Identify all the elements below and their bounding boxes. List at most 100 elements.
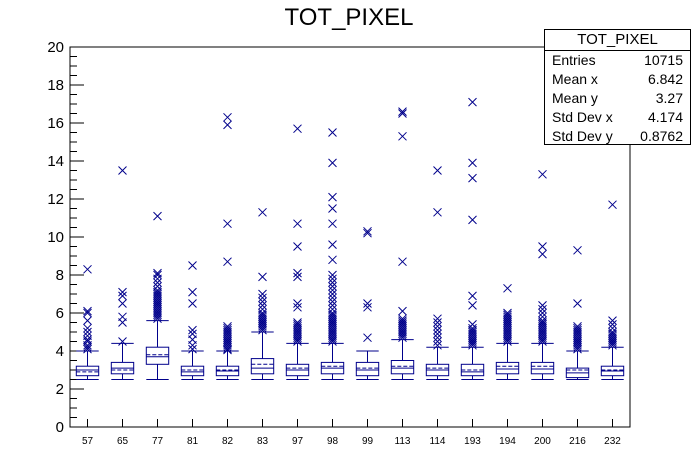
outlier-marker [608,320,617,329]
outlier-marker [153,282,162,291]
box-body [530,361,555,375]
outlier-marker [433,329,442,339]
outlier-marker [433,314,442,324]
stats-label: Std Dev y [552,128,613,144]
y-tick-label: 16 [47,115,64,132]
outlier-marker [608,200,617,210]
stats-value: 4.174 [647,109,683,125]
stats-label: Entries [552,52,596,68]
y-tick-label: 18 [47,77,64,94]
outlier-marker [433,207,442,217]
x-tick-label: 77 [152,436,164,447]
outlier-marker [118,166,127,175]
outlier-marker [328,274,337,284]
box-82 [215,112,240,380]
outlier-marker [433,318,442,327]
x-tick-label: 200 [534,436,551,447]
box-200 [530,169,555,380]
outlier-marker [153,289,162,299]
outlier-marker [433,325,442,335]
outlier-marker [328,255,337,265]
box-83 [250,207,275,380]
outlier-marker [223,257,232,267]
box-65 [110,166,135,380]
stats-row-stddev-x: Std Dev x 4.174 [545,108,690,127]
outlier-marker [188,325,197,335]
outlier-marker [293,219,302,229]
outlier-marker [328,301,337,310]
outlier-marker [293,321,302,331]
outlier-marker [258,293,267,303]
x-tick-label: 82 [222,436,234,447]
outlier-marker [118,312,127,322]
x-tick-label: 216 [569,436,586,447]
outlier-marker [468,301,477,310]
stats-row-stddev-y: Std Dev y 0.8762 [545,127,690,146]
stats-title: TOT_PIXEL [545,30,690,51]
outlier-marker [398,306,407,316]
y-tick-label: 2 [56,381,64,398]
x-tick-label: 57 [82,436,94,447]
outlier-marker [433,321,442,331]
x-tick-label: 65 [117,436,129,447]
outlier-marker [153,270,162,280]
outlier-marker [223,321,232,331]
outlier-marker [398,316,407,325]
chart-title: TOT_PIXEL [284,4,414,31]
x-tick-label: 232 [604,436,621,447]
outlier-marker [538,312,547,322]
box-body [180,365,205,377]
outlier-marker [258,308,267,318]
y-tick-label: 10 [47,229,64,246]
outlier-marker [188,261,197,270]
outlier-marker [83,264,92,274]
outlier-marker [538,320,547,329]
outlier-marker [223,219,232,229]
outlier-marker [363,302,372,312]
outlier-marker [328,204,337,213]
outlier-marker [538,301,547,310]
outlier-marker [118,337,127,346]
x-tick-label: 98 [327,436,339,447]
outlier-marker [258,304,267,314]
y-tick-label: 4 [56,343,64,360]
outlier-marker [573,299,582,308]
y-tick-label: 0 [56,419,64,436]
outlier-marker [293,299,302,308]
stats-row-entries: Entries 10715 [545,51,690,70]
box-77 [145,211,170,380]
outlier-marker [258,272,267,282]
outlier-marker [573,245,582,255]
x-tick-label: 114 [430,436,446,447]
y-tick-label: 12 [47,191,64,208]
outlier-marker [293,320,302,329]
x-tick-label: 81 [187,436,199,447]
outlier-marker [538,242,547,251]
outlier-marker [258,297,267,306]
outlier-marker [363,228,372,238]
outlier-marker [468,97,477,107]
outlier-marker [118,291,127,301]
box-98 [320,128,345,380]
outlier-marker [188,299,197,308]
outlier-marker [433,166,442,175]
outlier-marker [293,318,302,327]
outlier-marker [328,312,337,322]
outlier-marker [153,285,162,295]
y-tick-label: 20 [47,39,64,56]
outlier-marker [258,312,267,322]
box-97 [285,124,310,380]
outlier-marker [608,327,617,337]
y-tick-label: 6 [56,305,64,322]
outlier-marker [223,112,232,122]
outlier-marker [538,169,547,179]
outlier-marker [573,325,582,335]
outlier-marker [468,327,477,337]
outlier-marker [538,304,547,314]
outlier-marker [188,329,197,339]
outlier-marker [83,331,92,341]
stats-label: Std Dev x [552,109,613,125]
outlier-marker [503,310,512,320]
outlier-marker [83,335,92,344]
